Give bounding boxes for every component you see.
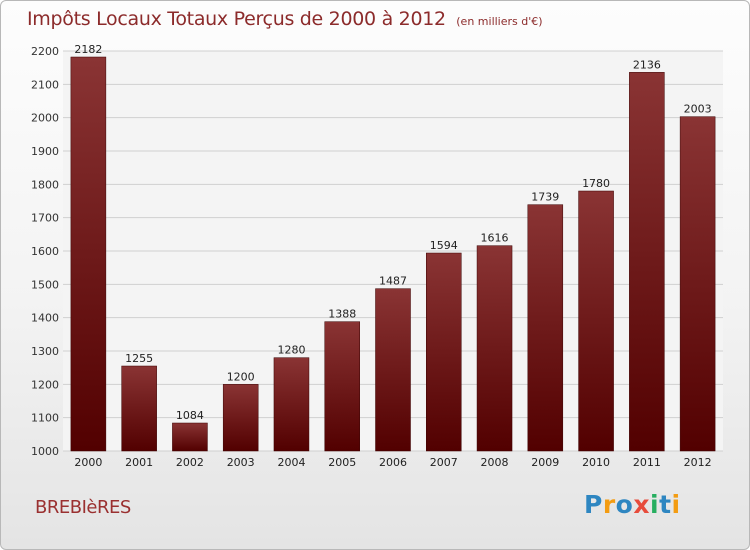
logo-letter: x	[633, 490, 650, 519]
bar-2010	[578, 190, 614, 452]
y-tick-label: 1300	[31, 345, 59, 358]
y-tick-label: 2000	[31, 112, 59, 125]
x-tick-label: 2012	[684, 456, 712, 469]
commune-name: BREBIèRES	[35, 497, 131, 518]
data-label: 1084	[176, 409, 204, 422]
data-label: 1200	[227, 370, 255, 383]
logo-letter: t	[659, 490, 672, 519]
bar-2003	[222, 384, 259, 452]
bar-2008	[476, 245, 513, 452]
y-tick-label: 1000	[31, 445, 59, 458]
chart-title: Impôts Locaux Totaux Perçus de 2000 à 20…	[27, 8, 446, 30]
logo-letter: o	[615, 490, 634, 519]
data-label: 1739	[531, 191, 559, 204]
bars	[70, 56, 716, 452]
data-label: 2136	[633, 58, 661, 71]
bar-2001	[121, 365, 157, 452]
data-label: 1255	[125, 352, 153, 365]
logo-letter: i	[671, 490, 681, 519]
chart-subtitle: (en milliers d'€)	[456, 15, 543, 28]
x-tick-label: 2010	[582, 456, 610, 469]
y-tick-label: 1900	[31, 145, 59, 158]
bar-2009	[527, 204, 564, 452]
data-label: 1594	[430, 239, 458, 252]
y-tick-label: 1100	[31, 412, 59, 425]
x-tick-label: 2006	[379, 456, 407, 469]
x-tick-label: 2008	[481, 456, 509, 469]
bar-2011	[629, 72, 665, 452]
x-tick-label: 2002	[176, 456, 204, 469]
y-tick-label: 2200	[31, 45, 59, 58]
y-tick-label: 1500	[31, 278, 59, 291]
data-label: 1780	[582, 177, 610, 190]
title-row: Impôts Locaux Totaux Perçus de 2000 à 20…	[27, 8, 543, 30]
bar-2002	[172, 422, 208, 452]
y-tick-label: 1600	[31, 245, 59, 258]
bar-2000	[70, 56, 107, 452]
x-tick-label: 2007	[430, 456, 458, 469]
x-tick-label: 2001	[125, 456, 153, 469]
y-tick-label: 2100	[31, 78, 59, 91]
logo-letter: i	[650, 490, 660, 519]
data-label: 1280	[277, 344, 305, 357]
proxiti-logo[interactable]: Proxiti	[584, 490, 681, 519]
bar-2007	[426, 252, 462, 452]
data-label: 2182	[74, 43, 102, 56]
bar-2005	[324, 321, 360, 452]
bar-2012	[679, 116, 716, 452]
logo-letter: P	[584, 490, 603, 519]
x-tick-label: 2003	[227, 456, 255, 469]
y-tick-label: 1700	[31, 212, 59, 225]
bar-2004	[273, 357, 310, 452]
x-tick-label: 2009	[531, 456, 559, 469]
bar-2006	[375, 288, 411, 452]
data-label: 1388	[328, 308, 356, 321]
x-tick-label: 2000	[74, 456, 102, 469]
x-tick-label: 2005	[328, 456, 356, 469]
x-axis-ticks: 2000 2001 2002 2003 2004 2005 2006 2007 2008 2009…	[74, 456, 711, 469]
data-label: 1616	[481, 232, 509, 245]
x-tick-label: 2004	[277, 456, 305, 469]
y-tick-label: 1200	[31, 378, 59, 391]
y-axis-ticks: 1000 1100 1200 1300 1400 1500 1600 1700 1800 1900…	[31, 45, 59, 458]
data-labels: 2182 1255 1084 1200 1280 1388 1487 1594 1616 1739…	[74, 43, 711, 422]
x-tick-label: 2011	[633, 456, 661, 469]
logo-letter: r	[602, 490, 616, 519]
y-tick-label: 1800	[31, 178, 59, 191]
y-tick-label: 1400	[31, 312, 59, 325]
data-label: 1487	[379, 275, 407, 288]
data-label: 2003	[684, 103, 712, 116]
